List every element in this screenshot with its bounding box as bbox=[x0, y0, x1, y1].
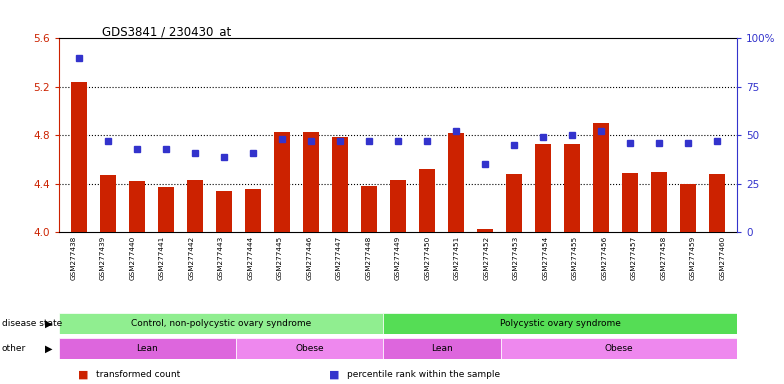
Text: GSM277442: GSM277442 bbox=[188, 236, 194, 280]
Bar bbox=[361, 186, 377, 232]
Text: GSM277443: GSM277443 bbox=[218, 236, 224, 280]
Bar bbox=[274, 132, 290, 232]
Text: GSM277458: GSM277458 bbox=[660, 236, 666, 280]
Text: GSM277445: GSM277445 bbox=[277, 236, 283, 280]
Text: GDS3841 / 230430_at: GDS3841 / 230430_at bbox=[102, 25, 231, 38]
Text: Lean: Lean bbox=[431, 344, 453, 353]
Bar bbox=[236, 338, 383, 359]
Bar bbox=[622, 173, 637, 232]
Text: GSM277439: GSM277439 bbox=[100, 236, 106, 280]
Text: GSM277444: GSM277444 bbox=[248, 236, 253, 280]
Text: disease state: disease state bbox=[2, 319, 62, 328]
Text: GSM277459: GSM277459 bbox=[690, 236, 695, 280]
Bar bbox=[383, 313, 737, 334]
Text: GSM277448: GSM277448 bbox=[365, 236, 372, 280]
Bar bbox=[59, 313, 383, 334]
Text: GSM277454: GSM277454 bbox=[543, 236, 548, 280]
Text: GSM277449: GSM277449 bbox=[395, 236, 401, 280]
Text: GSM277438: GSM277438 bbox=[71, 236, 77, 280]
Bar bbox=[651, 172, 666, 232]
Bar bbox=[158, 187, 174, 232]
Text: ■: ■ bbox=[329, 369, 339, 379]
Text: GSM277453: GSM277453 bbox=[513, 236, 519, 280]
Bar bbox=[506, 174, 522, 232]
Text: transformed count: transformed count bbox=[96, 371, 180, 379]
Bar bbox=[501, 338, 737, 359]
Bar bbox=[680, 184, 695, 232]
Text: GSM277456: GSM277456 bbox=[601, 236, 608, 280]
Text: other: other bbox=[2, 344, 26, 353]
Bar bbox=[187, 180, 203, 232]
Bar bbox=[245, 189, 261, 232]
Text: Control, non-polycystic ovary syndrome: Control, non-polycystic ovary syndrome bbox=[131, 319, 311, 328]
Bar bbox=[419, 169, 435, 232]
Text: ▶: ▶ bbox=[45, 343, 53, 354]
Bar bbox=[593, 123, 608, 232]
Bar bbox=[390, 180, 406, 232]
Bar bbox=[100, 175, 116, 232]
Text: GSM277455: GSM277455 bbox=[572, 236, 578, 280]
Text: GSM277451: GSM277451 bbox=[454, 236, 460, 280]
Text: Obese: Obese bbox=[295, 344, 324, 353]
Bar bbox=[129, 181, 145, 232]
Bar bbox=[383, 338, 501, 359]
Text: Obese: Obese bbox=[604, 344, 633, 353]
Text: Lean: Lean bbox=[136, 344, 158, 353]
Bar bbox=[332, 137, 348, 232]
Text: GSM277447: GSM277447 bbox=[336, 236, 342, 280]
Text: Polycystic ovary syndrome: Polycystic ovary syndrome bbox=[499, 319, 620, 328]
Text: GSM277460: GSM277460 bbox=[719, 236, 725, 280]
Bar bbox=[216, 191, 232, 232]
Bar bbox=[59, 338, 236, 359]
Text: ■: ■ bbox=[78, 369, 89, 379]
Bar bbox=[448, 133, 464, 232]
Text: GSM277441: GSM277441 bbox=[159, 236, 165, 280]
Bar bbox=[535, 144, 550, 232]
Text: ▶: ▶ bbox=[45, 318, 53, 329]
Text: percentile rank within the sample: percentile rank within the sample bbox=[347, 371, 499, 379]
Text: GSM277446: GSM277446 bbox=[307, 236, 313, 280]
Text: GSM277452: GSM277452 bbox=[483, 236, 489, 280]
Bar bbox=[564, 144, 579, 232]
Bar bbox=[71, 82, 87, 232]
Bar bbox=[303, 132, 319, 232]
Bar bbox=[477, 229, 493, 232]
Text: GSM277450: GSM277450 bbox=[424, 236, 430, 280]
Text: GSM277440: GSM277440 bbox=[129, 236, 136, 280]
Bar bbox=[709, 174, 724, 232]
Text: GSM277457: GSM277457 bbox=[631, 236, 637, 280]
